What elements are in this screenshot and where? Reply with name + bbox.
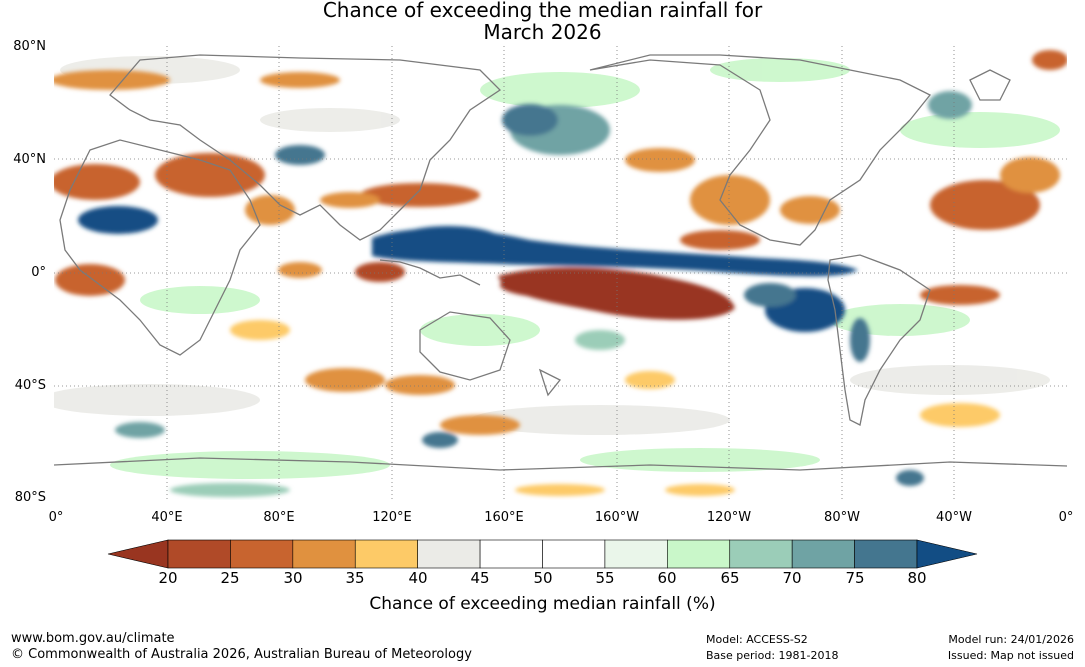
map-title-line-2: March 2026 (483, 20, 602, 44)
colorbar-cell (604, 539, 668, 569)
colorbar-tick: 45 (470, 569, 490, 587)
footer-issued: Issued: Map not issued (947, 649, 1074, 662)
colorbar-cell (667, 539, 731, 569)
footer-model-run: Model run: 24/01/2026 (948, 633, 1074, 646)
colorbar-tick: 70 (782, 569, 802, 587)
colorbar-tick: 50 (533, 569, 553, 587)
footer-copyright: © Commonwealth of Australia 2026, Austra… (11, 647, 472, 662)
footer-model: Model: ACCESS-S2 (706, 633, 808, 646)
colorbar-cells (167, 539, 918, 569)
background-patches (54, 56, 1060, 479)
lon-label-80e: 80°E (263, 510, 295, 525)
colorbar-low-triangle (107, 539, 169, 569)
colorbar-tick: 80 (907, 569, 927, 587)
colorbar (107, 539, 978, 569)
colorbar-tick: 60 (657, 569, 677, 587)
colorbar-cell (417, 539, 481, 569)
lon-label-160w: 160°W (594, 510, 640, 525)
colorbar-cell (167, 539, 231, 569)
colorbar-tick: 20 (158, 569, 178, 587)
gridlines (54, 46, 1067, 500)
lon-label-120w: 120°W (706, 510, 752, 525)
colorbar-cell (791, 539, 855, 569)
lon-label-0-left: 0° (48, 510, 64, 525)
lat-label-40n: 40°N (13, 152, 46, 167)
map-title-line-1: Chance of exceeding the median rainfall … (322, 0, 763, 22)
colorbar-tick: 40 (408, 569, 428, 587)
colorbar-cell (479, 539, 543, 569)
lat-label-40s: 40°S (14, 378, 46, 393)
colorbar-tick: 65 (720, 569, 740, 587)
coastlines (54, 54, 1067, 471)
lon-label-80w: 80°W (824, 510, 860, 525)
anomaly-blobs (54, 50, 1067, 497)
colorbar-tick: 75 (845, 569, 865, 587)
lon-label-40e: 40°E (151, 510, 183, 525)
colorbar-cell (729, 539, 793, 569)
lat-label-80s: 80°S (14, 490, 46, 505)
footer-base-period: Base period: 1981-2018 (706, 649, 839, 662)
lon-label-160e: 160°E (484, 510, 524, 525)
colorbar-cell (354, 539, 418, 569)
lat-label-80n: 80°N (13, 39, 46, 54)
colorbar-tick: 30 (283, 569, 303, 587)
colorbar-tick: 25 (220, 569, 240, 587)
colorbar-cell (854, 539, 918, 569)
colorbar-high-triangle (916, 539, 978, 569)
lon-label-120e: 120°E (372, 510, 412, 525)
colorbar-cell (292, 539, 356, 569)
footer-website: www.bom.gov.au/climate (11, 631, 175, 646)
colorbar-cell (230, 539, 294, 569)
lon-label-40w: 40°W (936, 510, 972, 525)
colorbar-tick: 35 (345, 569, 365, 587)
colorbar-label: Chance of exceeding median rainfall (%) (369, 594, 716, 614)
colorbar-cell (542, 539, 606, 569)
probability-field (54, 46, 1067, 500)
colorbar-tick: 55 (595, 569, 615, 587)
lat-label-0: 0° (31, 265, 46, 280)
lon-label-0-right: 0° (1058, 510, 1074, 525)
